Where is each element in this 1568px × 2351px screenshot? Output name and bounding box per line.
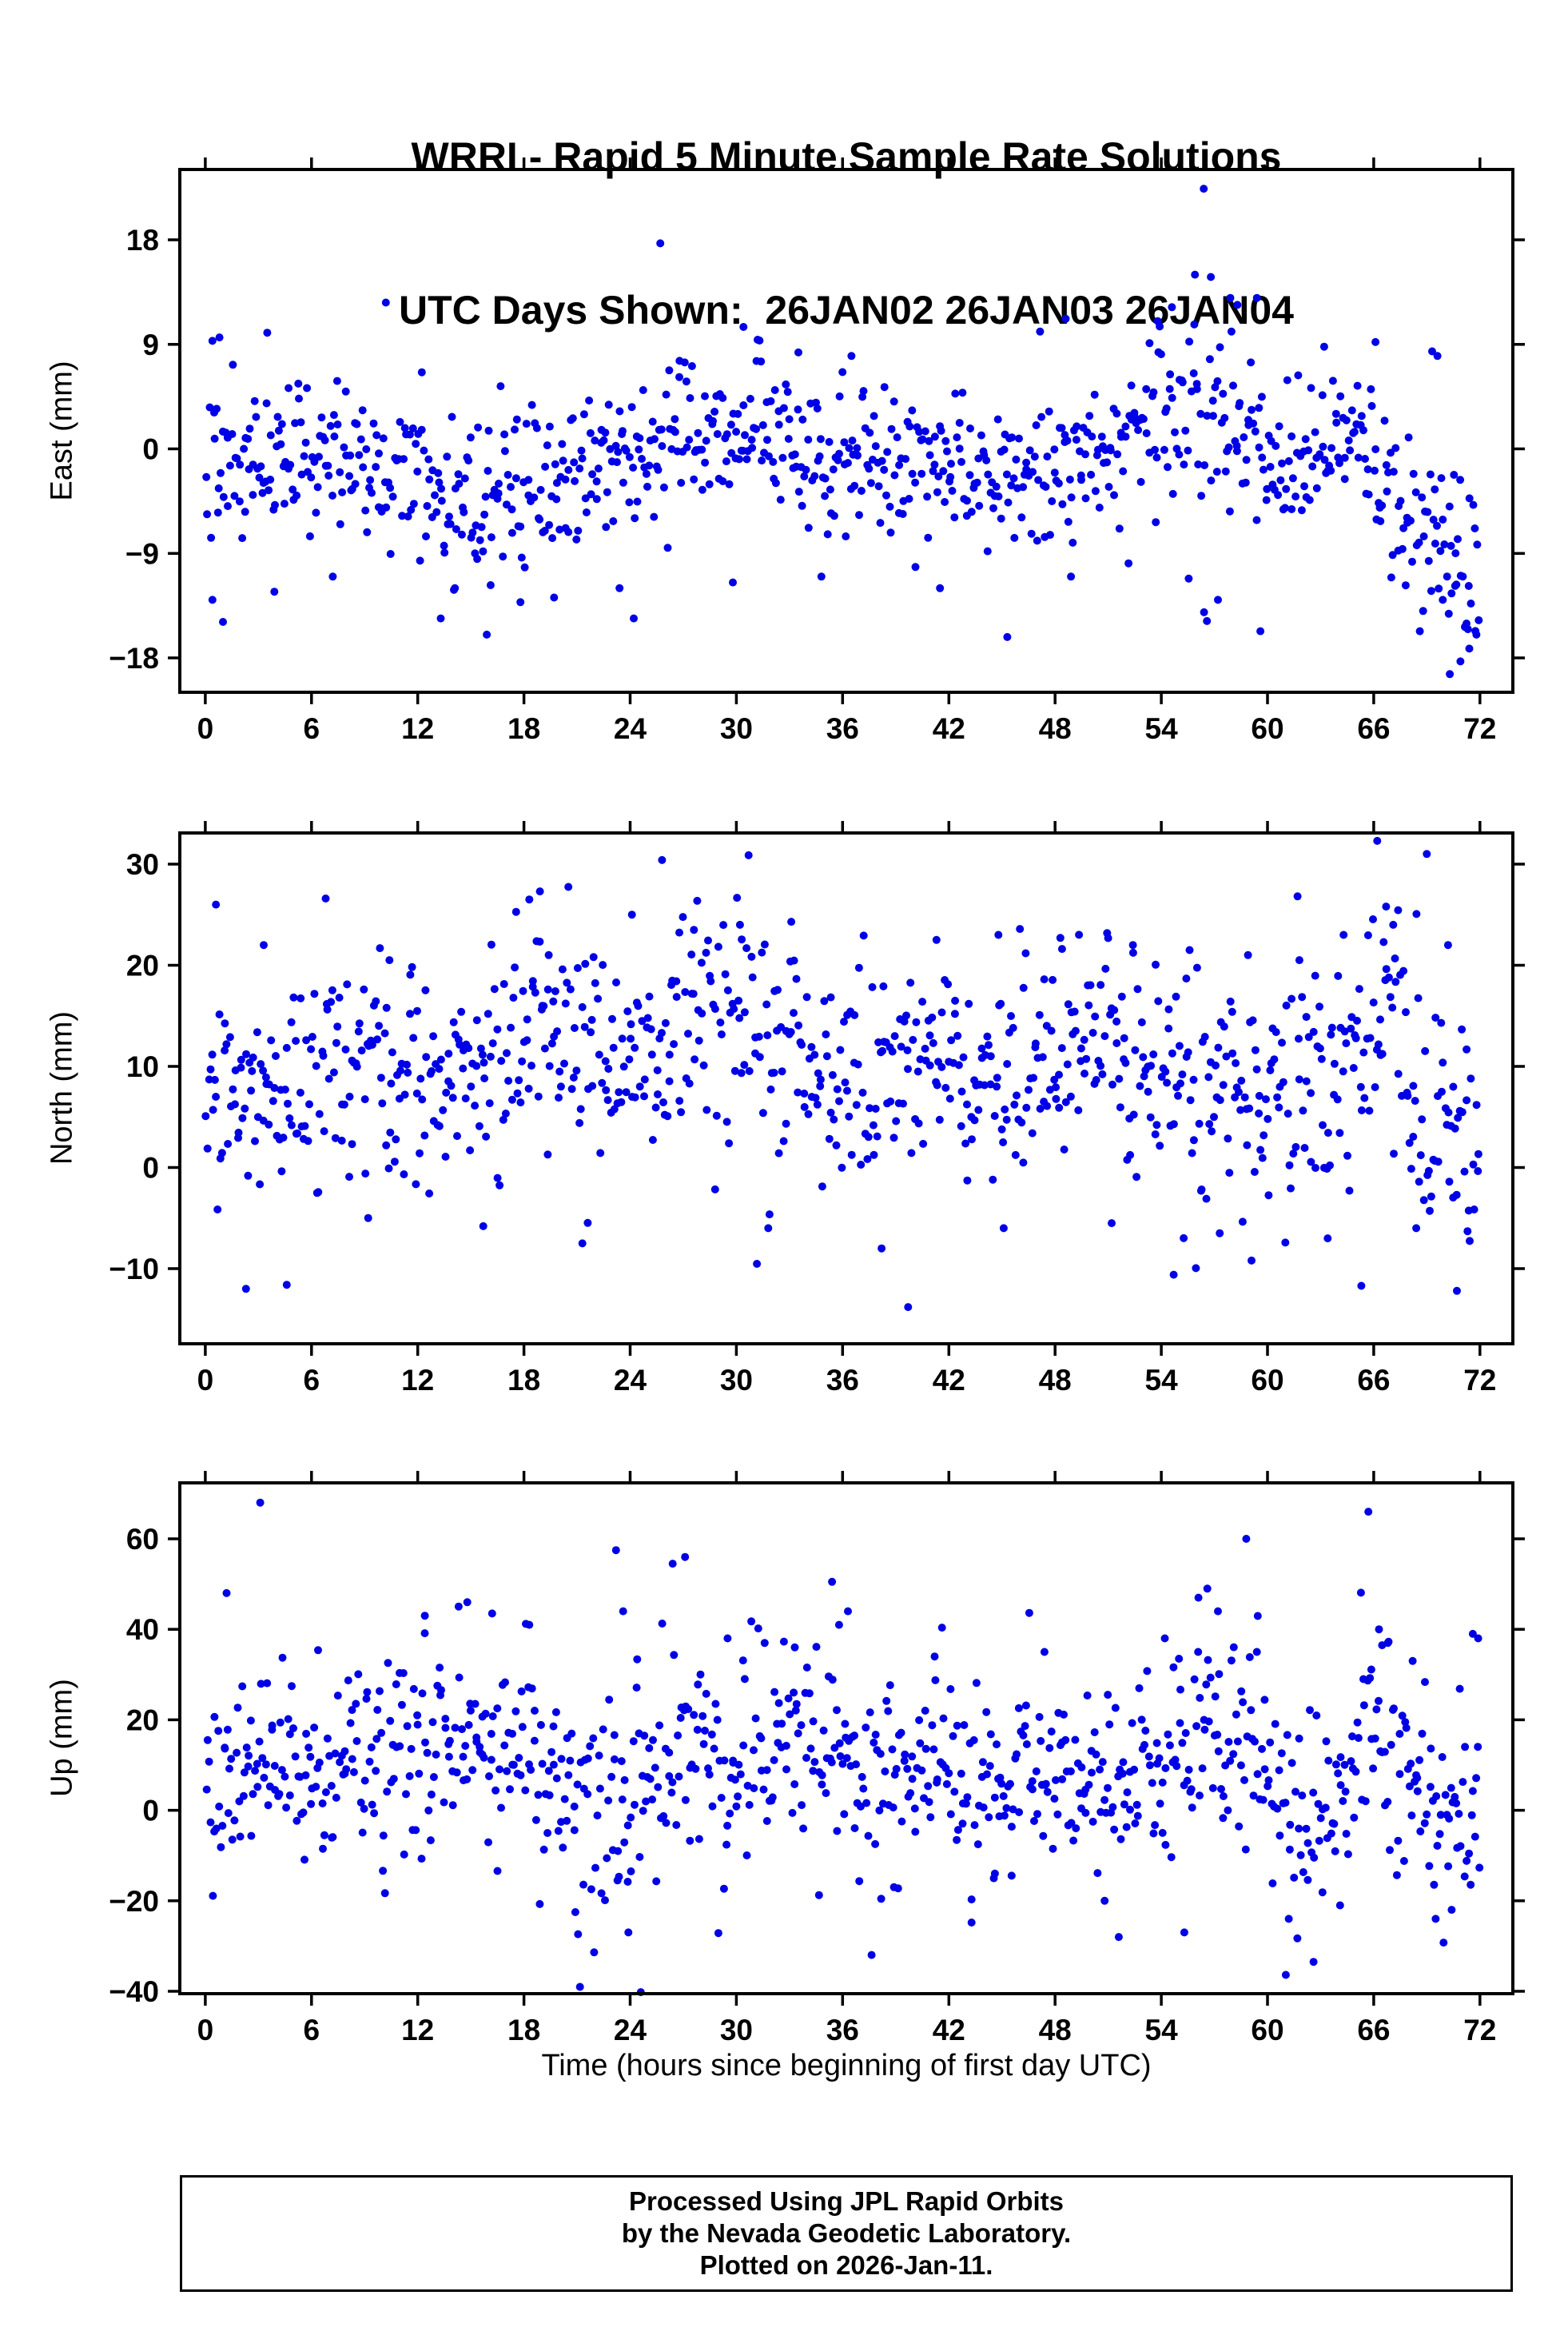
north-scatter-points <box>201 836 1482 1312</box>
east-y-tick-labels: −18 −9 0 9 18 <box>109 224 159 675</box>
svg-text:6: 6 <box>304 712 320 745</box>
north-y-tick-labels: −10 0 10 20 30 <box>109 848 159 1285</box>
svg-text:−10: −10 <box>109 1253 159 1285</box>
svg-text:66: 66 <box>1357 2014 1390 2046</box>
footer-line2: by the Nevada Geodetic Laboratory. <box>621 2218 1072 2248</box>
svg-text:−40: −40 <box>109 1975 159 2008</box>
svg-text:72: 72 <box>1463 712 1496 745</box>
svg-text:18: 18 <box>126 224 159 257</box>
svg-text:0: 0 <box>197 1364 214 1397</box>
east-scatter-points <box>202 185 1483 679</box>
svg-text:12: 12 <box>401 1364 434 1397</box>
svg-text:60: 60 <box>1251 2014 1283 2046</box>
svg-text:40: 40 <box>126 1613 159 1646</box>
north-plot-frame <box>178 831 1514 1345</box>
svg-text:60: 60 <box>1251 1364 1283 1397</box>
east-plot-frame <box>178 168 1514 694</box>
svg-text:24: 24 <box>614 712 647 745</box>
svg-text:42: 42 <box>933 2014 965 2046</box>
svg-text:72: 72 <box>1463 1364 1496 1397</box>
up-tick-marks <box>168 1471 1525 2006</box>
svg-text:36: 36 <box>826 2014 859 2046</box>
svg-text:54: 54 <box>1145 2014 1179 2046</box>
up-scatter-points <box>202 1498 1484 1997</box>
chart-title: WRRI - Rapid 5 Minute Sample Rate Soluti… <box>180 29 1513 438</box>
title-line1: WRRI - Rapid 5 Minute Sample Rate Soluti… <box>411 134 1282 179</box>
svg-text:66: 66 <box>1357 1364 1390 1397</box>
svg-text:10: 10 <box>126 1050 159 1083</box>
svg-text:54: 54 <box>1145 1364 1179 1397</box>
svg-text:0: 0 <box>197 712 214 745</box>
svg-text:48: 48 <box>1039 712 1072 745</box>
svg-text:60: 60 <box>126 1523 159 1556</box>
svg-text:30: 30 <box>126 848 159 881</box>
footer-line1: Processed Using JPL Rapid Orbits <box>628 2186 1065 2216</box>
svg-text:0: 0 <box>142 1795 159 1827</box>
svg-text:−18: −18 <box>109 642 159 675</box>
svg-text:30: 30 <box>720 2014 753 2046</box>
svg-text:42: 42 <box>933 1364 965 1397</box>
svg-text:0: 0 <box>142 1152 159 1185</box>
east-tick-marks <box>168 157 1525 704</box>
svg-text:72: 72 <box>1463 2014 1496 2046</box>
svg-text:20: 20 <box>126 950 159 982</box>
svg-text:−20: −20 <box>109 1885 159 1918</box>
svg-text:18: 18 <box>507 712 540 745</box>
svg-text:36: 36 <box>826 712 859 745</box>
title-line2: UTC Days Shown: 26JAN02 26JAN03 26JAN04 <box>399 288 1294 333</box>
svg-text:6: 6 <box>304 2014 320 2046</box>
svg-text:18: 18 <box>507 2014 540 2046</box>
svg-text:48: 48 <box>1039 2014 1072 2046</box>
svg-text:42: 42 <box>933 712 965 745</box>
north-x-tick-labels: 0 6 12 18 24 30 36 42 48 54 60 66 72 <box>197 1364 1497 1397</box>
svg-text:48: 48 <box>1039 1364 1072 1397</box>
up-x-tick-labels: 0 6 12 18 24 30 36 42 48 54 60 66 72 <box>197 2014 1497 2046</box>
svg-text:12: 12 <box>401 712 434 745</box>
svg-text:30: 30 <box>720 1364 753 1397</box>
svg-text:24: 24 <box>614 2014 647 2046</box>
svg-text:0: 0 <box>197 2014 214 2046</box>
svg-text:20: 20 <box>126 1703 159 1736</box>
north-tick-marks <box>168 821 1525 1356</box>
svg-text:66: 66 <box>1357 712 1390 745</box>
svg-text:24: 24 <box>614 1364 647 1397</box>
east-x-tick-labels: 0 6 12 18 24 30 36 42 48 54 60 66 72 <box>197 712 1497 745</box>
svg-text:9: 9 <box>142 329 159 361</box>
svg-text:54: 54 <box>1145 712 1179 745</box>
up-plot-frame <box>178 1481 1514 1995</box>
svg-text:12: 12 <box>401 2014 434 2046</box>
footer-box: Processed Using JPL Rapid Orbits by the … <box>180 2175 1513 2292</box>
svg-text:30: 30 <box>720 712 753 745</box>
up-y-tick-labels: −40 −20 0 20 40 60 <box>109 1523 159 2008</box>
svg-text:36: 36 <box>826 1364 859 1397</box>
svg-text:0: 0 <box>142 433 159 466</box>
svg-text:6: 6 <box>304 1364 320 1397</box>
footer-line3: Plotted on 2026-Jan-11. <box>699 2250 993 2280</box>
svg-text:60: 60 <box>1251 712 1283 745</box>
x-axis-label: Time (hours since beginning of first day… <box>541 2049 1152 2082</box>
svg-text:18: 18 <box>507 1364 540 1397</box>
svg-text:−9: −9 <box>125 537 159 570</box>
